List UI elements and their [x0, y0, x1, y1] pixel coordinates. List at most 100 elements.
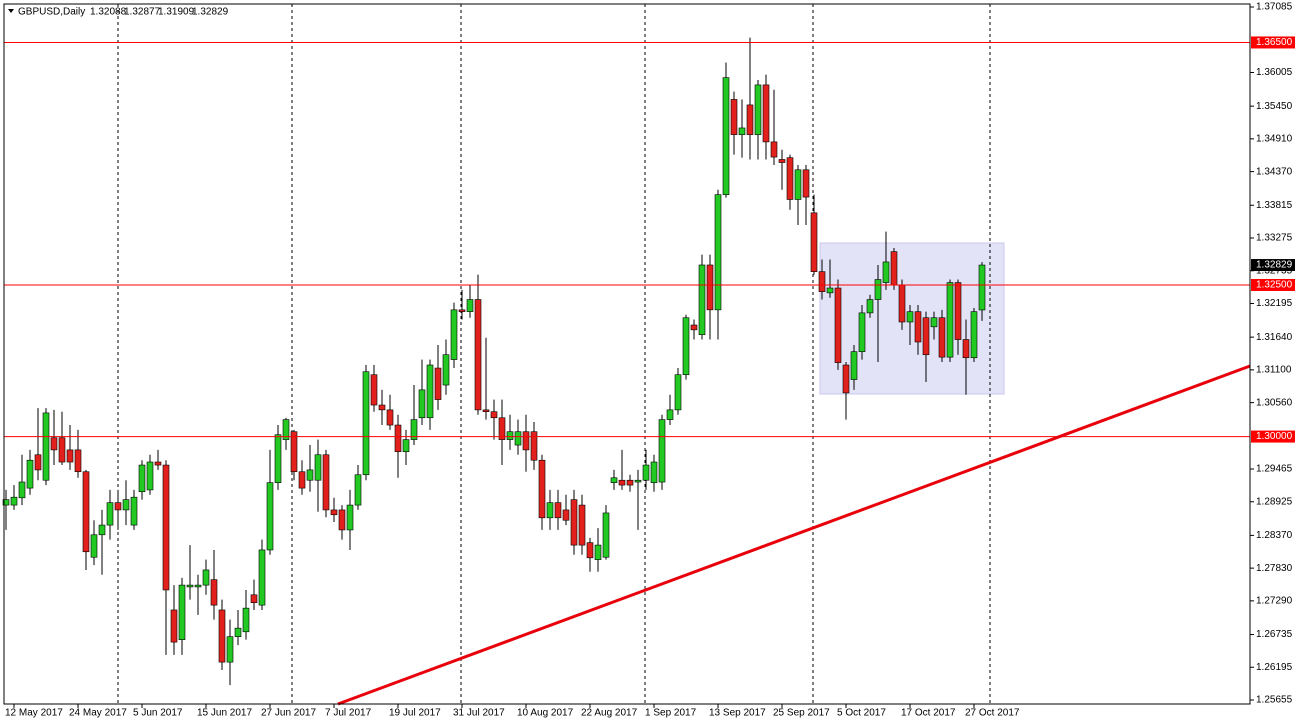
- x-tick-label: 13 Sep 2017: [709, 708, 766, 719]
- level-label: 1.32500: [1256, 280, 1293, 291]
- level-label: 1.30000: [1256, 431, 1293, 442]
- candle-body: [426, 364, 434, 419]
- candle-body: [66, 449, 74, 463]
- candle-body: [58, 437, 66, 463]
- candle-body: [570, 499, 578, 546]
- candle-body: [778, 159, 786, 163]
- candle-body: [538, 459, 546, 519]
- candle-body: [2, 499, 10, 506]
- candle-body: [674, 374, 682, 411]
- candle-body: [74, 449, 82, 473]
- candle-body: [226, 636, 234, 663]
- candle-body: [146, 461, 154, 491]
- candle-body: [466, 299, 474, 312]
- candle-body: [746, 104, 754, 135]
- candle-body: [362, 371, 370, 476]
- candle-body: [722, 77, 730, 195]
- candle-body: [946, 282, 954, 358]
- candle-body: [626, 479, 634, 486]
- candle-body: [306, 469, 314, 481]
- candle-body: [666, 409, 674, 420]
- candle-body: [26, 459, 34, 489]
- x-tick-label: 25 Sep 2017: [773, 708, 830, 719]
- x-tick-label: 10 Aug 2017: [517, 708, 574, 719]
- candle-body: [138, 464, 146, 493]
- y-tick-label: 1.33275: [1256, 233, 1293, 244]
- candle-body: [290, 431, 298, 473]
- candle-body: [698, 264, 706, 336]
- candle-body: [186, 584, 194, 588]
- candle-body: [834, 287, 842, 363]
- y-tick-label: 1.31100: [1256, 365, 1292, 376]
- candle-body: [970, 311, 978, 359]
- y-tick-label: 1.34910: [1256, 134, 1293, 145]
- candle-body: [658, 419, 666, 483]
- candle-body: [122, 499, 130, 511]
- candle-body: [298, 471, 306, 489]
- price-label-bg: [1251, 259, 1295, 272]
- candle-body: [506, 431, 514, 440]
- candle-body: [490, 411, 498, 419]
- candle-body: [634, 479, 642, 483]
- y-tick-label: 1.28925: [1256, 496, 1293, 507]
- candle-body: [826, 287, 834, 294]
- candle-body: [154, 461, 162, 466]
- candle-body: [546, 502, 554, 519]
- ohlc-high: 1.32877: [124, 7, 161, 18]
- menu-arrow[interactable]: [8, 9, 14, 13]
- candle-body: [354, 474, 362, 506]
- y-tick-label: 1.27830: [1256, 563, 1293, 574]
- candle-body: [682, 317, 690, 376]
- ohlc-open: 1.32088: [90, 7, 127, 18]
- candle-body: [434, 367, 442, 400]
- candle-body: [202, 569, 210, 586]
- candle-body: [850, 351, 858, 380]
- x-tick-label: 17 Oct 2017: [901, 708, 956, 719]
- trend-line: [337, 364, 1251, 706]
- y-tick-label: 1.31640: [1256, 332, 1293, 343]
- y-tick-label: 1.36005: [1256, 67, 1293, 78]
- candle-body: [842, 364, 850, 394]
- candle-body: [938, 317, 946, 358]
- candle-body: [394, 424, 402, 453]
- candle-body: [330, 509, 338, 516]
- candle-body: [314, 454, 322, 481]
- candle-body: [98, 524, 106, 536]
- candle-body: [378, 404, 386, 411]
- candle-body: [42, 412, 50, 481]
- candle-body: [890, 251, 898, 286]
- plot-border: [3, 3, 1251, 705]
- candle-body: [738, 127, 746, 135]
- candle-body: [706, 264, 714, 311]
- x-tick-label: 27 Jun 2017: [261, 708, 316, 719]
- candle-body: [90, 534, 98, 558]
- x-tick-label: 22 Aug 2017: [581, 708, 638, 719]
- candle-body: [338, 509, 346, 531]
- candle-body: [690, 324, 698, 331]
- candle-body: [906, 311, 914, 323]
- candle-body: [498, 417, 506, 440]
- candle-body: [522, 431, 530, 451]
- axes: 1.37085 1.36005 1.35450 1.34910 1.34370 1.338…: [5, 2, 1295, 719]
- candle-body: [882, 261, 890, 283]
- candle-body: [34, 454, 42, 471]
- candle-body: [210, 579, 218, 606]
- candle-body: [106, 502, 114, 526]
- level-label-bg: [1251, 430, 1295, 443]
- candle-body: [594, 544, 602, 560]
- candle-body: [370, 374, 378, 406]
- candle-body: [530, 431, 538, 461]
- candle-body: [474, 299, 482, 411]
- chart-title: GBPUSD,Daily: [18, 7, 85, 18]
- candle-body: [402, 439, 410, 453]
- candle-body: [930, 317, 938, 328]
- candle-body: [786, 157, 794, 200]
- candle-body: [586, 542, 594, 559]
- candle-body: [130, 496, 138, 526]
- candle-body: [234, 627, 242, 637]
- candle-body: [114, 502, 122, 511]
- candle-body: [730, 99, 738, 135]
- candle-body: [602, 512, 610, 558]
- candle-body: [642, 464, 650, 481]
- candle-body: [810, 212, 818, 272]
